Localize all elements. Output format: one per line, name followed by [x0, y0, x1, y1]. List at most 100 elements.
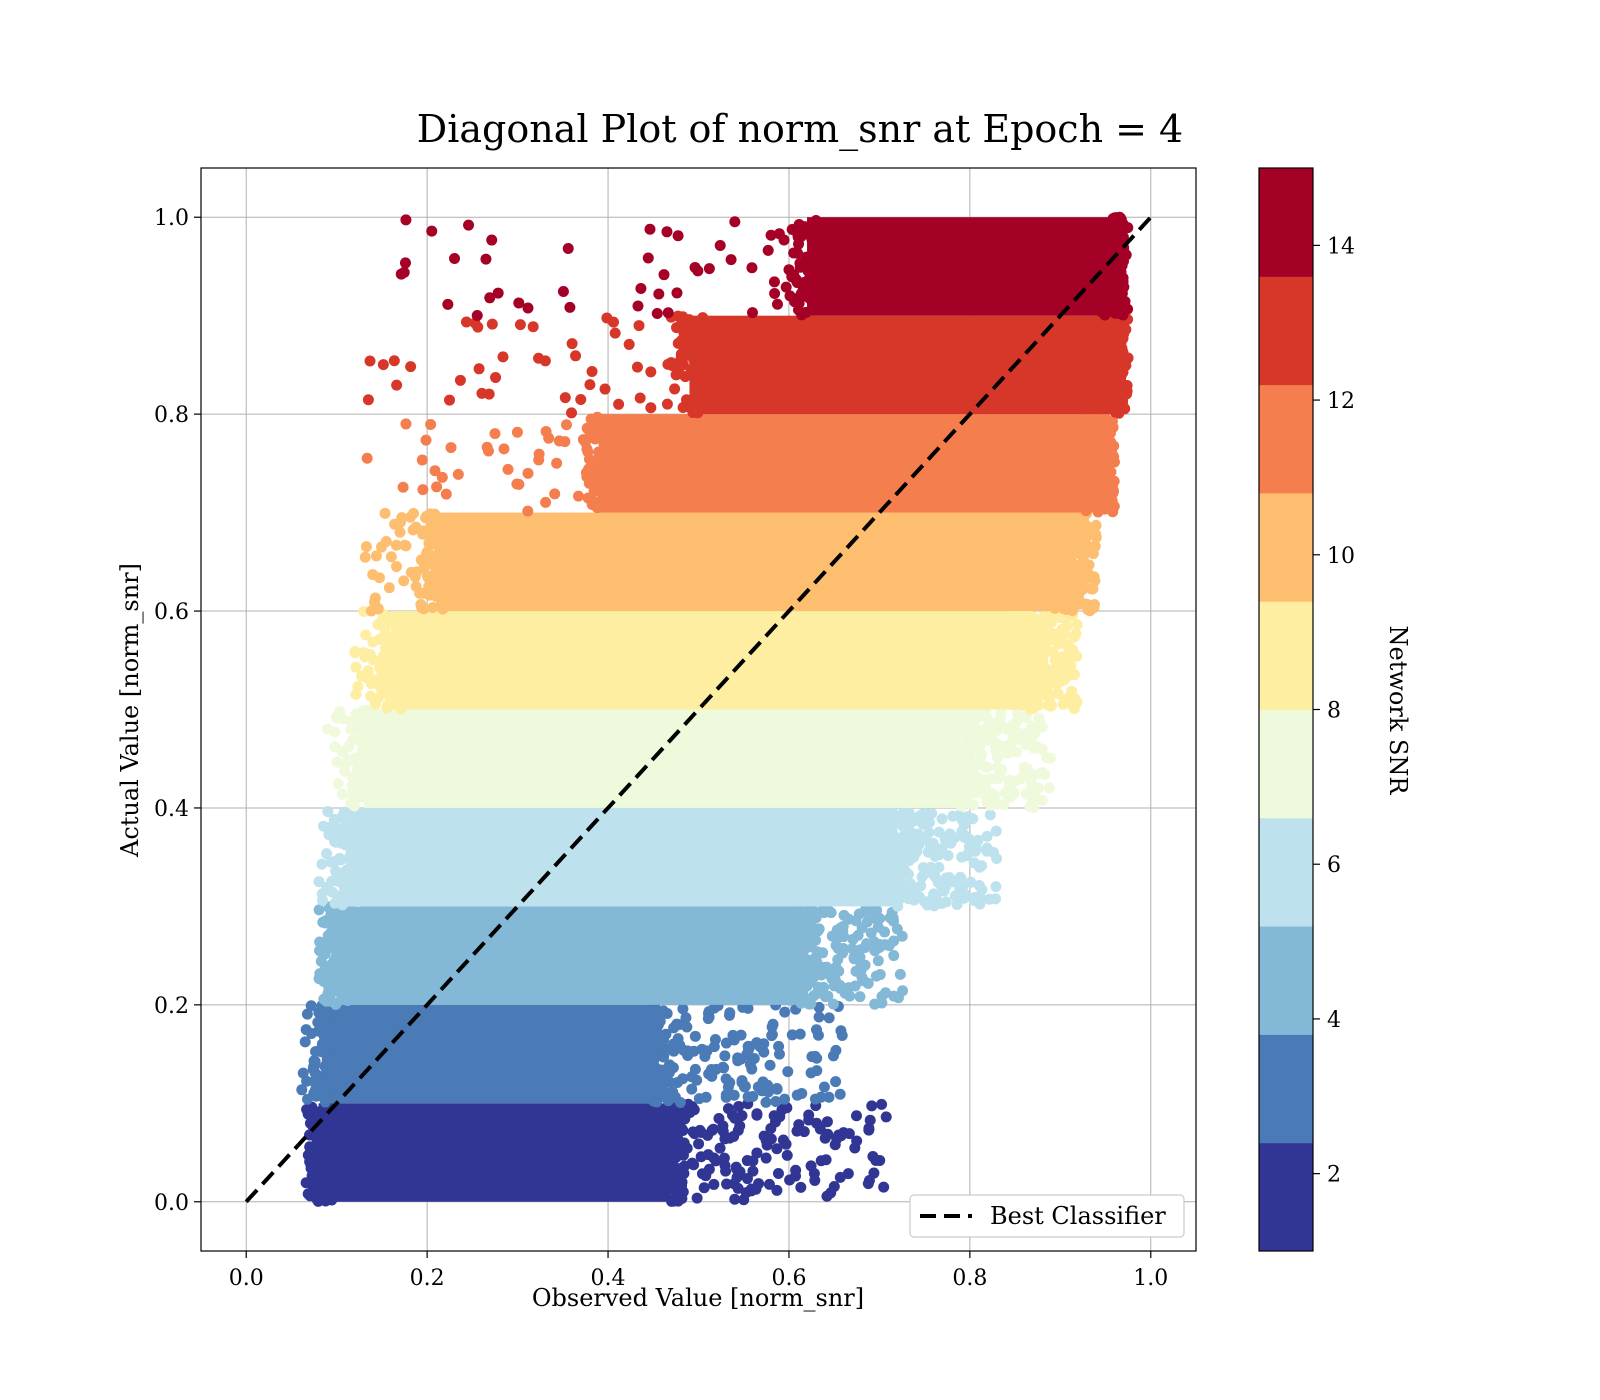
- scatter-point: [830, 1076, 842, 1088]
- scatter-point: [729, 1193, 741, 1205]
- scatter-point: [887, 912, 899, 924]
- scatter-point: [327, 942, 339, 954]
- scatter-point: [947, 810, 959, 822]
- scatter-point: [790, 1170, 802, 1182]
- scatter-point: [608, 316, 620, 328]
- scatter-point: [486, 318, 498, 330]
- scatter-point: [748, 1053, 760, 1065]
- scatter-point: [380, 642, 392, 654]
- scatter-point: [647, 1046, 659, 1058]
- scatter-point: [634, 392, 646, 404]
- scatter-point: [1101, 477, 1113, 489]
- scatter-point: [795, 307, 807, 319]
- scatter-point: [691, 1074, 703, 1086]
- scatter-point: [859, 959, 871, 971]
- scatter-point: [714, 1142, 726, 1154]
- colorbar-segment: [1259, 384, 1313, 494]
- scatter-point: [417, 528, 429, 540]
- scatter-point: [741, 1155, 753, 1167]
- scatter-point: [460, 316, 472, 328]
- scatter-point: [752, 1081, 764, 1093]
- scatter-point: [1049, 602, 1061, 614]
- scatter-point: [557, 286, 569, 298]
- scatter-point: [789, 294, 801, 306]
- scatter-point: [324, 1052, 336, 1064]
- scatter-point: [993, 772, 1005, 784]
- scatter-point: [1028, 742, 1040, 754]
- scatter-point: [822, 990, 834, 1002]
- colorbar-segment: [1259, 601, 1313, 710]
- scatter-point: [309, 1055, 321, 1067]
- scatter-point: [652, 1183, 664, 1195]
- scatter-point: [498, 443, 510, 455]
- scatter-point: [380, 630, 392, 642]
- scatter-point: [553, 435, 565, 447]
- scatter-point: [729, 1112, 741, 1124]
- scatter-point: [940, 880, 952, 892]
- scatter-point: [706, 1070, 718, 1082]
- scatter-point: [878, 827, 890, 839]
- scatter-point: [1009, 718, 1021, 730]
- colorbar-tick-label: 10: [1327, 544, 1355, 569]
- scatter-point: [811, 1065, 823, 1077]
- scatter-point: [482, 445, 494, 457]
- scatter-point: [942, 830, 954, 842]
- scatter-point: [514, 319, 526, 331]
- scatter-point: [791, 1125, 803, 1137]
- scatter-point: [1102, 453, 1114, 465]
- scatter-point: [672, 230, 684, 242]
- scatter-point: [429, 465, 441, 477]
- scatter-point: [322, 723, 334, 735]
- scatter-point: [1049, 654, 1061, 666]
- scatter-point: [1045, 545, 1057, 557]
- scatter-point: [667, 1062, 679, 1074]
- scatter-point: [1036, 794, 1048, 806]
- scatter-point: [551, 457, 563, 469]
- scatter-point: [560, 419, 572, 431]
- scatter-point: [513, 297, 525, 309]
- scatter-point: [317, 971, 329, 983]
- scatter-point: [449, 252, 461, 264]
- scatter-point: [361, 704, 373, 716]
- colorbar-segment: [1259, 276, 1313, 386]
- scatter-point: [981, 830, 993, 842]
- scatter-point: [811, 1052, 823, 1064]
- scatter-point: [1082, 567, 1094, 579]
- scatter-point: [350, 661, 362, 673]
- scatter-point: [696, 331, 708, 343]
- scatter-point: [600, 440, 612, 452]
- y-tick-label: 0.0: [154, 1191, 189, 1216]
- scatter-point: [925, 861, 937, 873]
- scatter-point: [722, 1081, 734, 1093]
- scatter-point: [888, 990, 900, 1002]
- scatter-point: [792, 229, 804, 241]
- scatter-point: [928, 888, 940, 900]
- scatter-point: [779, 1093, 791, 1105]
- scatter-point: [1040, 674, 1052, 686]
- scatter-point: [1076, 515, 1088, 527]
- scatter-point: [823, 1091, 835, 1103]
- scatter-point: [1112, 342, 1124, 354]
- scatter-point: [795, 1181, 807, 1193]
- scatter-point: [810, 264, 822, 276]
- scatter-point: [1049, 669, 1061, 681]
- scatter-point: [926, 807, 938, 819]
- scatter-point: [657, 1005, 669, 1017]
- scatter-point: [717, 1125, 729, 1137]
- scatter-point: [972, 834, 984, 846]
- scatter-point: [944, 776, 956, 788]
- scatter-point: [863, 1124, 875, 1136]
- scatter-point: [949, 791, 961, 803]
- scatter-point: [746, 262, 758, 274]
- scatter-point: [864, 1114, 876, 1126]
- scatter-point: [692, 265, 704, 277]
- scatter-point: [390, 539, 402, 551]
- scatter-point: [400, 214, 412, 226]
- scatter-point: [876, 991, 888, 1003]
- scatter-point: [719, 1160, 731, 1172]
- scatter-point: [781, 965, 793, 977]
- scatter-point: [1059, 651, 1071, 663]
- scatter-point: [670, 369, 682, 381]
- scatter-point: [400, 418, 412, 430]
- scatter-point: [442, 298, 454, 310]
